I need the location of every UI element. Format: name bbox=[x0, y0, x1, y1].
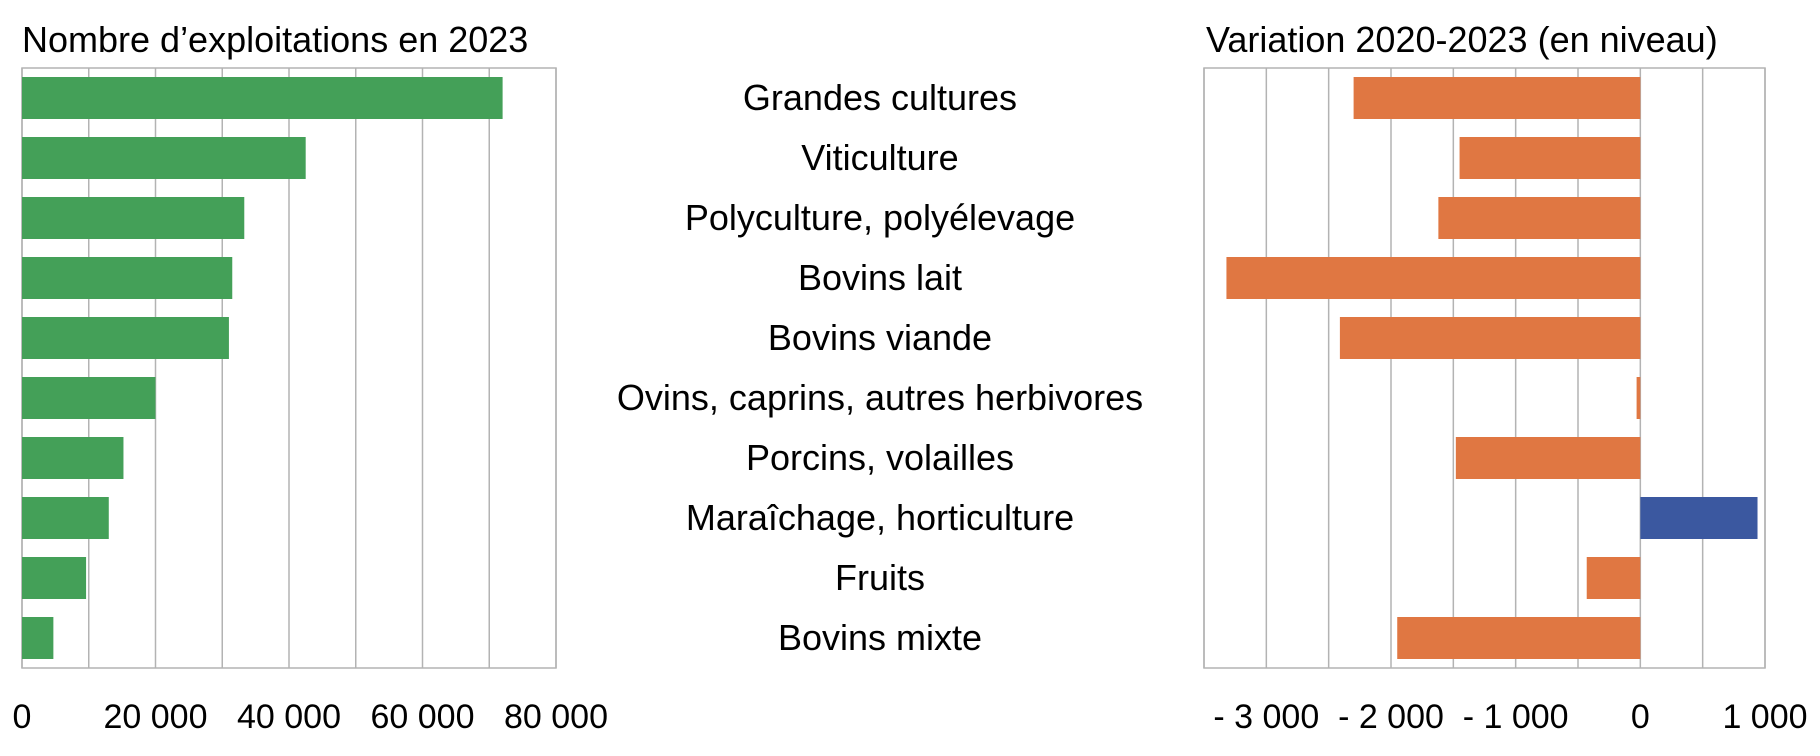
category-label: Grandes cultures bbox=[743, 77, 1017, 118]
right-x-tick-label: - 3 000 bbox=[1213, 698, 1319, 736]
left-chart-title: Nombre d’exploitations en 2023 bbox=[22, 19, 528, 60]
left-bar-bovins-lait bbox=[22, 257, 233, 299]
right-bar-ovins-caprins-autres-herbivores bbox=[1636, 377, 1641, 419]
category-label: Bovins mixte bbox=[778, 617, 982, 658]
right-chart-title: Variation 2020-2023 (en niveau) bbox=[1206, 19, 1718, 60]
left-bar-bovins-viande bbox=[22, 317, 229, 359]
right-x-tick-label: - 2 000 bbox=[1338, 698, 1444, 736]
right-bar-bovins-mixte bbox=[1397, 617, 1641, 659]
left-x-tick-label: 20 000 bbox=[104, 698, 208, 736]
category-label: Maraîchage, horticulture bbox=[686, 497, 1074, 538]
left-plot-frame bbox=[21, 67, 557, 669]
right-bar-fruits bbox=[1586, 557, 1641, 599]
category-labels: Grandes cultures Viticulture Polyculture, … bbox=[617, 77, 1143, 658]
left-x-tick-label: 60 000 bbox=[371, 698, 475, 736]
right-plot-frame bbox=[1203, 67, 1766, 669]
right-bar-bovins-lait bbox=[1226, 257, 1641, 299]
left-x-tick-label: 0 bbox=[13, 698, 32, 736]
left-bar-viticulture bbox=[22, 137, 306, 179]
left-bar-ovins-caprins-autres-herbivores bbox=[22, 377, 156, 419]
left-bar-bovins-mixte bbox=[22, 617, 54, 659]
left-bar-grandes-cultures bbox=[22, 77, 503, 119]
category-label: Polyculture, polyélevage bbox=[685, 197, 1075, 238]
category-label: Viticulture bbox=[801, 137, 958, 178]
right-x-tick-label: 0 bbox=[1631, 698, 1650, 736]
right-bar-viticulture bbox=[1459, 137, 1641, 179]
left-x-tick-label: 40 000 bbox=[237, 698, 341, 736]
right-bar-maraichage-horticulture bbox=[1640, 497, 1758, 539]
category-label: Bovins viande bbox=[768, 317, 992, 358]
right-bar-porcins-volailles bbox=[1455, 437, 1641, 479]
left-bar-polyculture-polyelevage bbox=[22, 197, 245, 239]
category-label: Porcins, volailles bbox=[746, 437, 1014, 478]
right-plot-area: - 3 000 - 2 000 - 1 000 0 1 000 bbox=[1203, 67, 1808, 736]
category-label: Fruits bbox=[835, 557, 925, 598]
right-x-tick-label: - 1 000 bbox=[1463, 698, 1569, 736]
category-label: Bovins lait bbox=[798, 257, 962, 298]
category-label: Ovins, caprins, autres herbivores bbox=[617, 377, 1143, 418]
right-bar-bovins-viande bbox=[1339, 317, 1641, 359]
right-bar-polyculture-polyelevage bbox=[1438, 197, 1641, 239]
left-bar-porcins-volailles bbox=[22, 437, 124, 479]
left-bar-maraichage-horticulture bbox=[22, 497, 109, 539]
left-x-tick-label: 80 000 bbox=[504, 698, 608, 736]
left-bar-fruits bbox=[22, 557, 87, 599]
left-plot-area: 0 20 000 40 000 60 000 80 000 bbox=[13, 67, 608, 736]
right-x-tick-label: 1 000 bbox=[1722, 698, 1807, 736]
right-bar-grandes-cultures bbox=[1353, 77, 1641, 119]
